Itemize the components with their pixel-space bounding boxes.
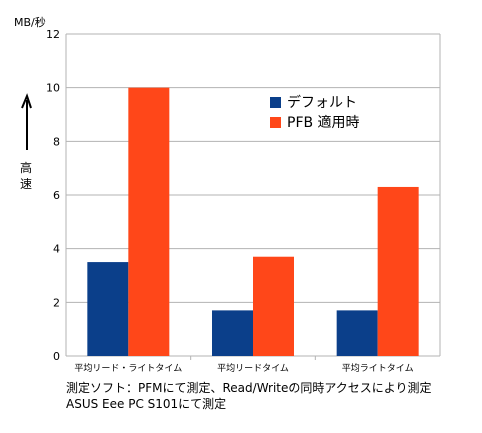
y-tick-label: 4	[53, 243, 60, 256]
x-tick-labels: 平均リード・ライトタイム 平均リードタイム 平均ライトタイム	[74, 362, 413, 374]
bar-0-1	[212, 310, 253, 356]
bar-1-0	[128, 87, 170, 357]
bar-1-2	[377, 186, 419, 356]
bar-0-2	[336, 310, 378, 356]
y-tick-label: 10	[46, 82, 60, 95]
up-arrow-icon	[21, 93, 32, 150]
x-tick-label: 平均ライトタイム	[342, 362, 414, 374]
legend-label-default: デフォルト	[287, 95, 357, 111]
x-tick-label: 平均リードタイム	[217, 362, 289, 374]
y-tick-labels: 0 2 4 6 8 10 12	[46, 28, 60, 363]
caption-line-2: ASUS Eee PC S101にて測定	[66, 397, 227, 411]
y-tick-label: 2	[53, 296, 60, 309]
y-axis-unit-label: MB/秒	[14, 16, 46, 29]
y-tick-label: 0	[53, 350, 60, 363]
y-tick-label: 12	[46, 28, 60, 41]
legend-label-pfb: PFB 適用時	[287, 115, 360, 131]
legend-item-pfb: PFB 適用時	[270, 112, 360, 132]
legend-swatch-pfb	[270, 116, 281, 128]
x-tick-label: 平均リード・ライトタイム	[74, 362, 182, 374]
legend-swatch-default	[270, 96, 281, 108]
caption: 測定ソフト：PFMにて測定、Read/Writeの同時アクセスにより測定 ASU…	[66, 380, 432, 412]
y-tick-label: 6	[53, 189, 60, 202]
y-tick-label: 8	[53, 135, 60, 148]
legend: デフォルト PFB 適用時	[270, 92, 360, 132]
bar-1-1	[253, 256, 294, 356]
speed-label: 高速	[19, 161, 32, 191]
legend-item-default: デフォルト	[270, 92, 360, 112]
caption-line-1: 測定ソフト：PFMにて測定、Read/Writeの同時アクセスにより測定	[66, 381, 432, 395]
bars	[87, 87, 419, 357]
bar-0-0	[87, 262, 129, 356]
